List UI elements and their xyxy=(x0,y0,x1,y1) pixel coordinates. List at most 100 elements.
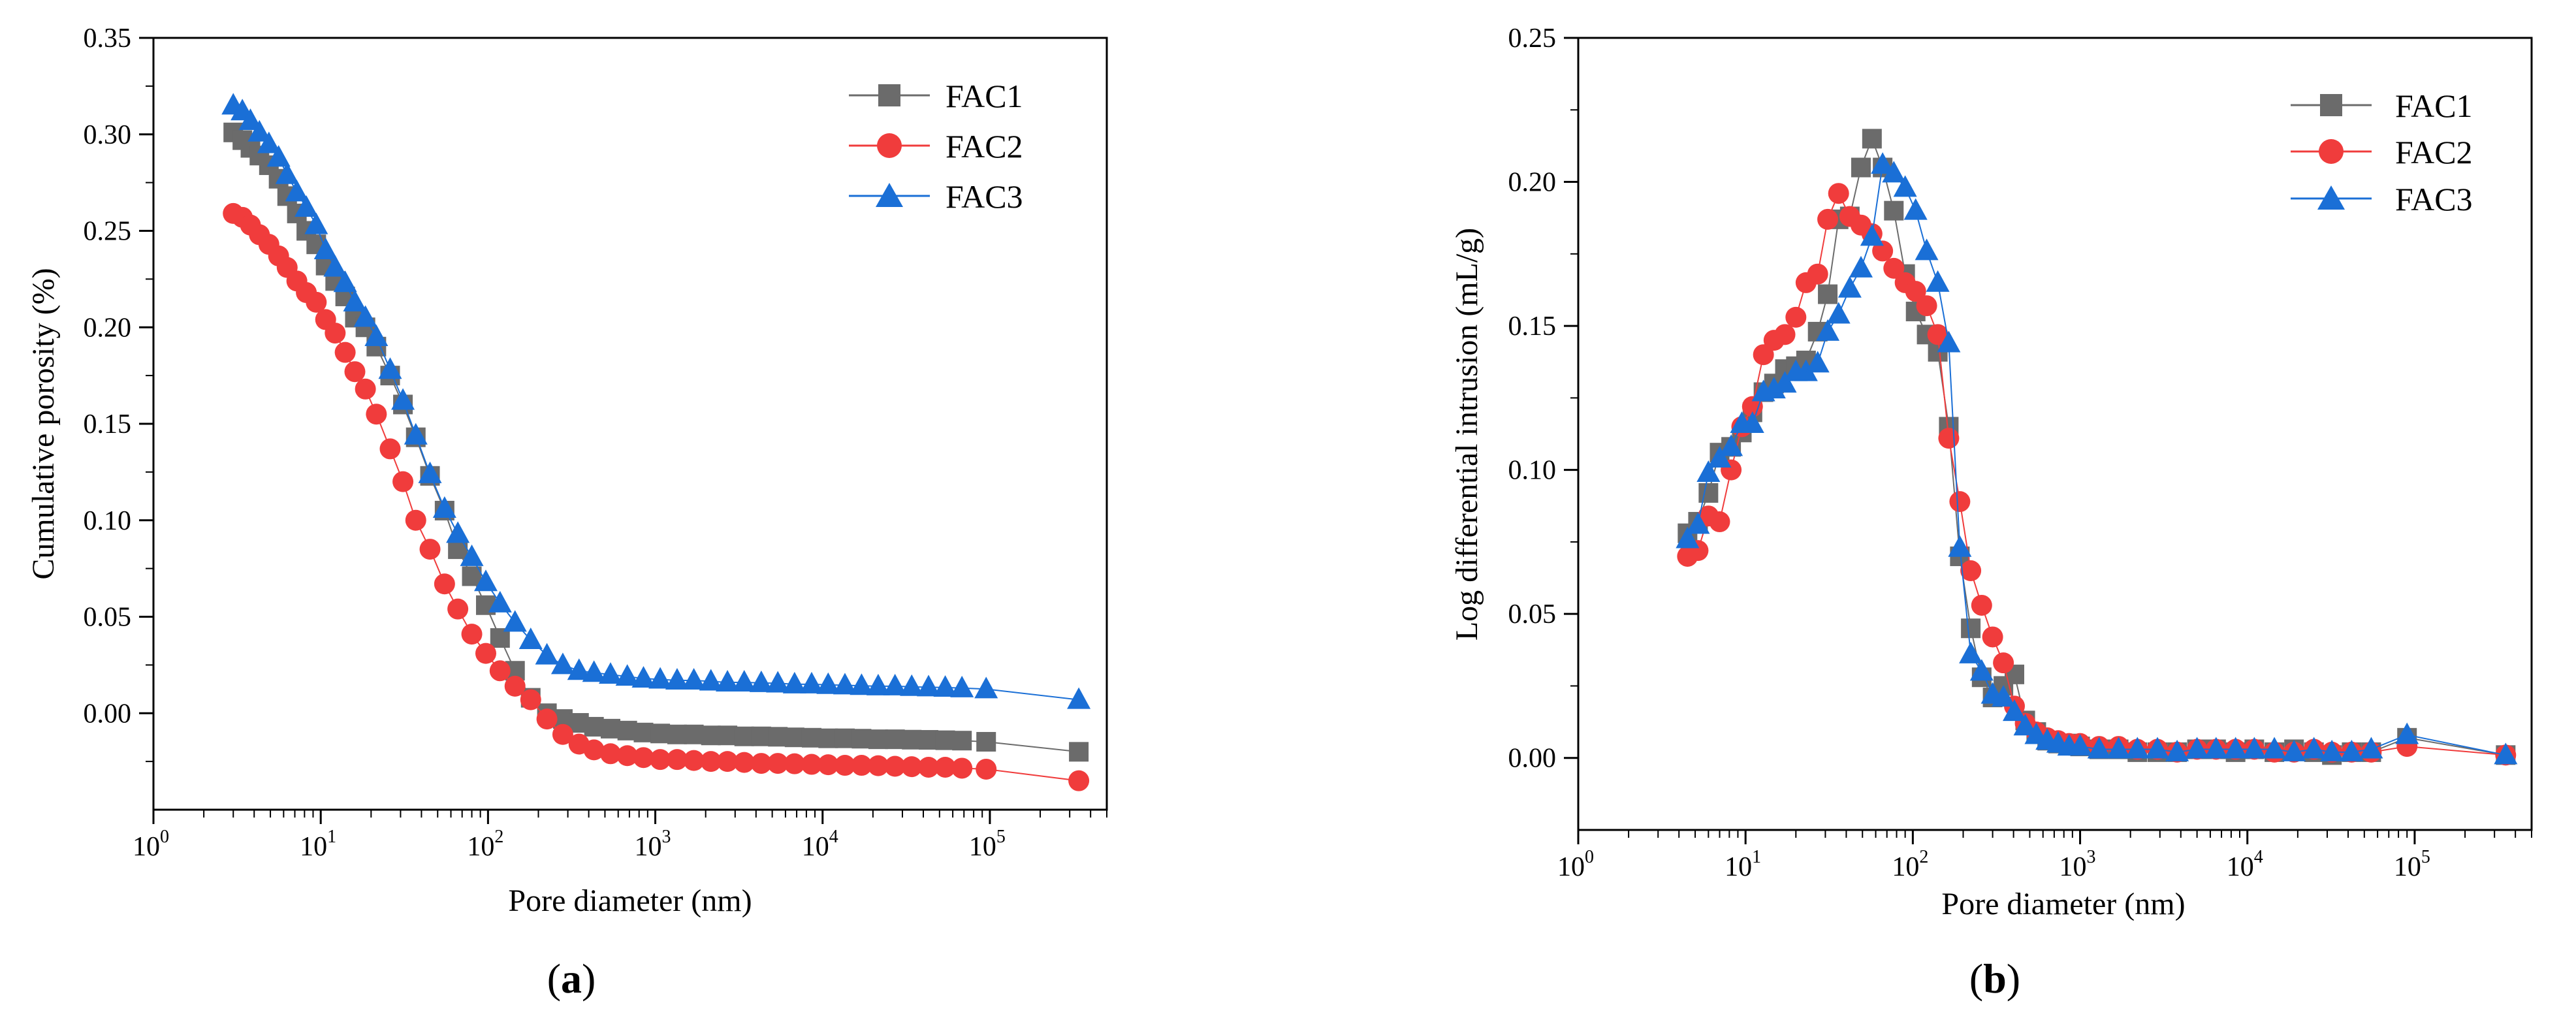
point-fac2 xyxy=(355,378,376,400)
legend-label-fac2: FAC2 xyxy=(946,128,1023,165)
x-tick-label: 105 xyxy=(969,827,1006,862)
point-fac3 xyxy=(1696,460,1721,483)
point-fac2 xyxy=(884,756,906,777)
series-line-fac3 xyxy=(1687,163,2506,756)
point-fac1 xyxy=(976,731,996,752)
point-fac3 xyxy=(2002,699,2026,722)
point-fac3 xyxy=(2107,737,2131,759)
point-fac3 xyxy=(2340,739,2364,761)
point-fac3 xyxy=(1837,276,1862,298)
point-fac2 xyxy=(1993,652,2014,674)
point-fac2 xyxy=(1817,208,1839,230)
point-fac3 xyxy=(933,675,957,697)
point-fac3 xyxy=(364,325,389,347)
point-fac2 xyxy=(918,756,940,778)
y-tick-label: 0.10 xyxy=(84,506,132,536)
point-fac2 xyxy=(1741,396,1763,417)
point-fac1 xyxy=(835,728,855,748)
point-fac3 xyxy=(2263,737,2287,759)
point-fac3 xyxy=(648,667,673,689)
y-tick-label: 0.05 xyxy=(1508,599,1557,629)
point-fac3 xyxy=(682,668,706,690)
series-layer xyxy=(221,93,1091,791)
point-fac3 xyxy=(917,675,941,697)
point-fac2 xyxy=(504,675,526,697)
point-fac3 xyxy=(1871,152,1895,174)
y-tick-label: 0.00 xyxy=(1508,744,1557,774)
point-fac3 xyxy=(1860,224,1884,246)
point-fac2 xyxy=(818,754,839,776)
point-fac3 xyxy=(432,496,456,518)
point-fac1 xyxy=(851,729,872,749)
point-fac3 xyxy=(550,652,575,675)
point-fac3 xyxy=(285,180,309,202)
point-fac2 xyxy=(1949,491,1971,513)
point-fac3 xyxy=(2204,737,2228,759)
point-fac2 xyxy=(583,739,605,761)
panel-b-chart: 100 101 102 103 104 105 0.00 0.05 0.10 0.15 0.20 0.… xyxy=(1450,24,2533,1002)
point-fac1 xyxy=(734,726,754,746)
point-fac2 xyxy=(1905,281,1926,302)
point-fac3 xyxy=(799,671,823,693)
y-tick-label: 0.25 xyxy=(84,217,132,247)
point-fac3 xyxy=(2223,737,2248,759)
y-tick-label: 0.05 xyxy=(84,603,132,633)
point-fac3 xyxy=(2146,737,2170,759)
x-tick-label: 101 xyxy=(1725,847,1761,882)
legend-label-fac3: FAC3 xyxy=(2395,181,2473,217)
point-fac2 xyxy=(334,342,356,363)
point-fac3 xyxy=(2087,737,2111,759)
point-fac2 xyxy=(552,724,573,745)
legend-label-fac2: FAC2 xyxy=(2395,134,2473,170)
point-fac3 xyxy=(1826,302,1851,324)
point-fac3 xyxy=(313,238,338,260)
point-fac2 xyxy=(489,660,511,682)
point-fac3 xyxy=(488,590,512,612)
point-fac1 xyxy=(751,726,771,746)
point-fac1 xyxy=(667,724,687,744)
point-fac1 xyxy=(801,727,821,748)
y-tick-label: 0.15 xyxy=(84,409,132,439)
point-fac3 xyxy=(473,569,498,592)
point-fac3 xyxy=(1948,535,1972,557)
point-fac2 xyxy=(1753,344,1774,366)
point-fac2 xyxy=(633,747,654,769)
point-fac3 xyxy=(699,669,723,691)
point-fac3 xyxy=(1903,198,1928,220)
point-fac3 xyxy=(665,668,689,690)
point-fac3 xyxy=(833,673,857,695)
point-fac2 xyxy=(379,438,401,460)
legend-entry: FAC3 xyxy=(849,178,1023,215)
point-fac3 xyxy=(238,108,262,131)
point-fac3 xyxy=(1676,526,1700,549)
x-tick-label: 105 xyxy=(2394,847,2430,882)
point-fac3 xyxy=(850,673,874,695)
point-fac2 xyxy=(717,751,739,772)
point-fac2 xyxy=(1068,770,1090,791)
point-fac3 xyxy=(1926,270,1950,292)
point-fac3 xyxy=(1762,377,1786,399)
point-fac2 xyxy=(750,753,772,774)
point-fac3 xyxy=(404,422,428,445)
point-fac2 xyxy=(700,751,722,772)
point-fac1 xyxy=(818,728,838,748)
point-fac3 xyxy=(1882,161,1906,183)
point-fac1 xyxy=(868,729,888,750)
point-fac3 xyxy=(257,131,281,153)
point-fac2 xyxy=(867,755,889,776)
point-fac3 xyxy=(1067,687,1091,709)
point-fac3 xyxy=(275,162,299,184)
point-fac3 xyxy=(1794,359,1818,381)
point-fac2 xyxy=(536,708,558,730)
point-fac3 xyxy=(418,461,442,483)
point-fac2 xyxy=(520,689,541,710)
point-fac2 xyxy=(1807,263,1828,285)
point-fac3 xyxy=(1959,641,1983,663)
point-fac2 xyxy=(901,756,923,778)
point-fac2 xyxy=(434,573,455,595)
point-fac2 xyxy=(1982,626,2003,648)
x-tick-label: 104 xyxy=(2227,847,2263,882)
point-fac3 xyxy=(294,195,319,217)
x-tick-label: 102 xyxy=(467,827,503,862)
point-fac2 xyxy=(1938,428,1960,449)
